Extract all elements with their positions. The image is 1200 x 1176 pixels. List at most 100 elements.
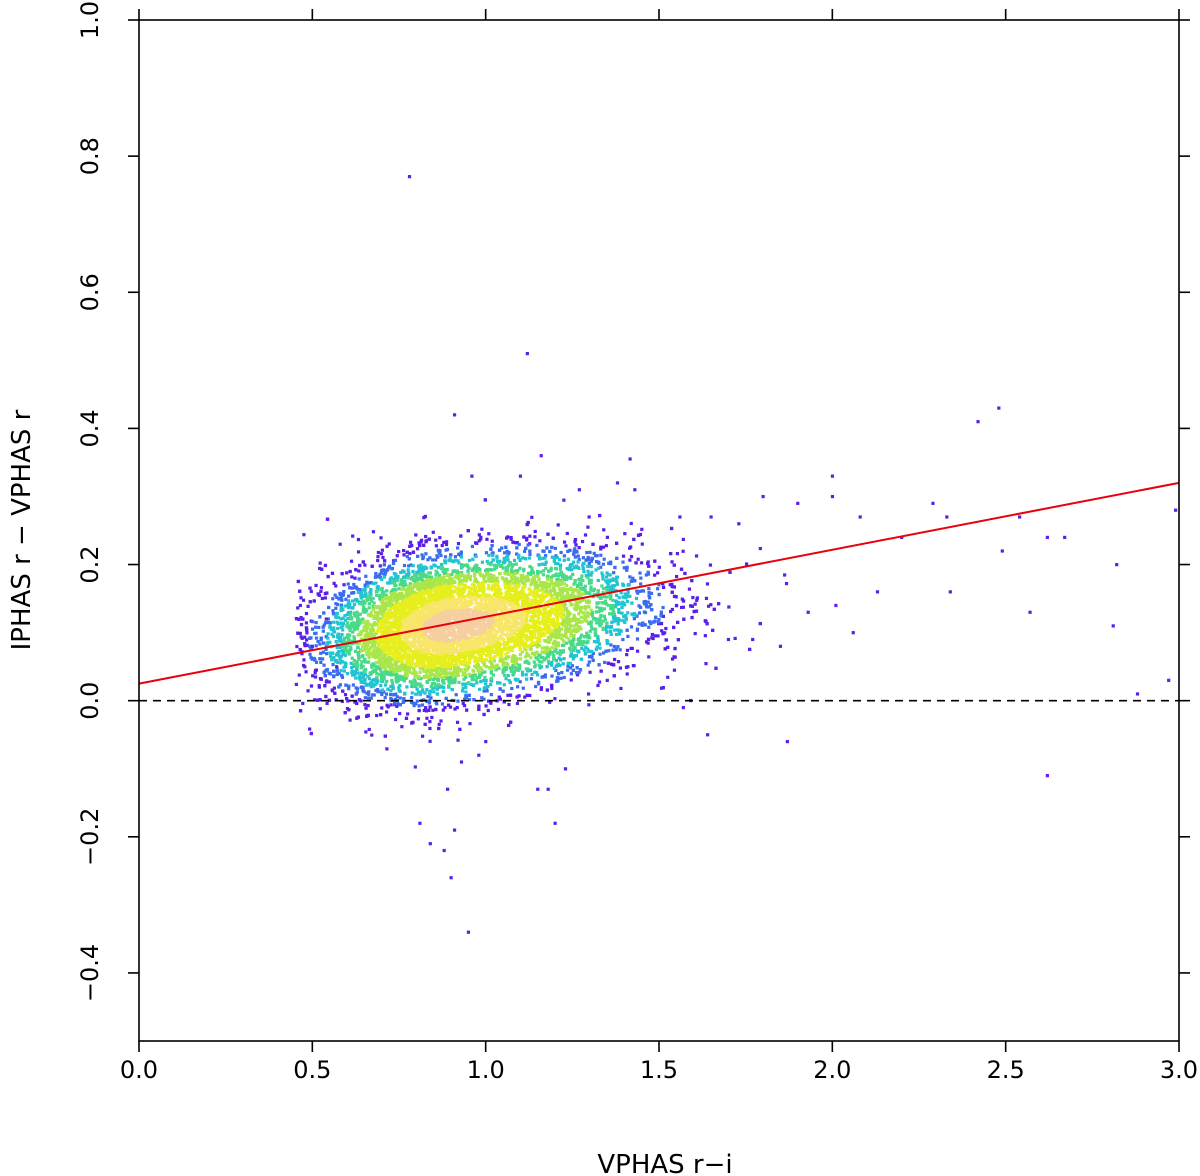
density-point: [530, 651, 535, 656]
density-point: [401, 664, 405, 668]
density-point: [305, 643, 309, 647]
density-point: [690, 615, 694, 620]
density-point: [533, 670, 537, 674]
density-point: [418, 670, 422, 674]
density-point: [592, 639, 597, 644]
density-point: [547, 569, 551, 573]
density-point: [438, 672, 442, 677]
density-point: [543, 646, 547, 650]
density-point: [603, 660, 607, 665]
density-point: [437, 573, 442, 578]
density-point: [690, 604, 694, 608]
density-point: [564, 544, 568, 548]
density-point: [587, 562, 591, 566]
density-point: [340, 675, 345, 679]
density-point: [483, 579, 487, 584]
density-point: [615, 593, 619, 598]
density-point: [479, 535, 483, 539]
density-point: [565, 588, 569, 592]
density-point: [649, 603, 653, 607]
density-point: [681, 549, 685, 553]
density-point: [362, 628, 366, 632]
density-point: [555, 643, 559, 647]
density-point: [347, 610, 351, 615]
density-point: [355, 615, 359, 619]
density-point: [560, 607, 564, 611]
density-point: [617, 601, 621, 605]
density-point: [411, 550, 416, 554]
density-point: [569, 639, 574, 644]
density-point: [339, 655, 343, 659]
density-point: [389, 697, 393, 701]
density-point: [303, 642, 307, 646]
density-point: [590, 610, 595, 614]
density-point: [553, 546, 557, 550]
density-point: [549, 578, 553, 582]
density-point: [573, 538, 578, 542]
density-point: [576, 554, 580, 558]
density-point: [517, 553, 521, 558]
density-point: [548, 549, 552, 554]
density-point: [401, 587, 405, 591]
density-point: [473, 673, 477, 677]
density-point: [380, 577, 384, 582]
density-point: [447, 683, 451, 688]
density-point: [575, 617, 579, 621]
density-point: [474, 570, 478, 574]
density-point: [552, 556, 557, 561]
density-point: [348, 629, 352, 633]
density-point: [302, 533, 306, 537]
density-point: [586, 591, 590, 595]
density-point: [422, 516, 426, 520]
density-point: [309, 684, 314, 688]
density-point: [545, 584, 549, 589]
density-point: [506, 650, 510, 655]
density-point: [325, 701, 329, 706]
density-point: [396, 659, 400, 663]
density-point: [314, 660, 319, 664]
density-point: [474, 554, 478, 559]
density-point: [566, 557, 570, 561]
density-point: [347, 601, 351, 605]
density-point: [440, 567, 444, 571]
density-point: [529, 656, 533, 660]
density-point: [448, 705, 453, 709]
density-point: [571, 628, 575, 632]
density-point: [379, 571, 383, 575]
density-point: [427, 590, 432, 595]
density-point: [370, 564, 374, 568]
density-point: [575, 550, 579, 554]
density-point: [341, 616, 345, 620]
density-point: [425, 716, 429, 720]
density-point: [553, 649, 557, 653]
density-point: [608, 561, 613, 566]
density-point: [597, 610, 601, 614]
density-point: [354, 686, 358, 690]
density-point: [389, 657, 393, 661]
density-point: [632, 537, 636, 542]
density-point: [480, 696, 484, 700]
density-point: [482, 712, 486, 717]
density-point: [418, 682, 422, 686]
density-point: [417, 704, 421, 708]
density-point: [361, 654, 365, 658]
density-point: [415, 570, 419, 574]
density-point: [459, 668, 463, 672]
density-point: [524, 667, 529, 671]
density-point: [418, 684, 422, 688]
density-point: [398, 703, 402, 707]
density-point: [302, 658, 306, 662]
density-point: [471, 557, 475, 561]
density-point: [602, 557, 606, 561]
density-point: [394, 584, 398, 588]
density-point: [603, 599, 608, 603]
density-point: [609, 587, 613, 591]
density-point: [318, 642, 322, 646]
density-point: [357, 698, 362, 702]
density-point: [656, 620, 660, 624]
density-point: [461, 701, 465, 706]
density-point: [504, 677, 508, 681]
density-point: [581, 643, 585, 647]
density-point: [436, 571, 440, 575]
density-point: [452, 559, 456, 564]
